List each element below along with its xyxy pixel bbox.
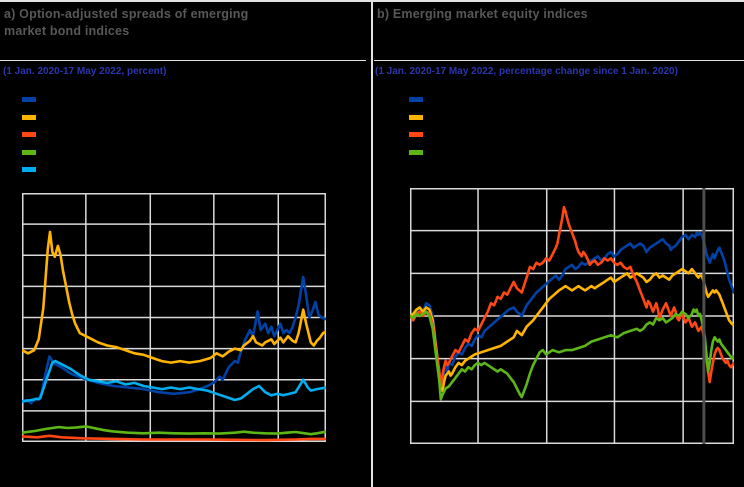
legend-swatch-navy bbox=[409, 97, 423, 102]
series-line-red-orange bbox=[22, 434, 326, 442]
panel-a-legend bbox=[22, 97, 36, 185]
series-line-green bbox=[410, 308, 734, 401]
panel-divider-line bbox=[371, 0, 373, 487]
panel-a-chart bbox=[22, 193, 326, 442]
series-line-green bbox=[22, 425, 326, 436]
legend-item-red-orange bbox=[22, 132, 36, 137]
series-line-gold bbox=[22, 230, 326, 364]
legend-swatch-red-orange bbox=[22, 132, 36, 137]
legend-item-gold bbox=[409, 114, 423, 120]
legend-item-green bbox=[409, 149, 423, 155]
panel-a-title: a) Option-adjusted spreads of emerging m… bbox=[4, 7, 249, 38]
legend-item-cyan bbox=[22, 167, 36, 172]
legend-item-red-orange bbox=[409, 132, 423, 137]
series-line-red-orange bbox=[410, 205, 734, 388]
legend-item-green bbox=[22, 149, 36, 155]
panel-b-subtitle: (1 Jan. 2020-17 May 2022, percentage cha… bbox=[375, 66, 678, 77]
legend-swatch-red-orange bbox=[409, 132, 423, 137]
legend-item-navy bbox=[409, 97, 423, 102]
panel-b-legend bbox=[409, 97, 423, 167]
series-line-navy bbox=[410, 231, 734, 390]
legend-swatch-cyan bbox=[22, 167, 36, 172]
legend-item-gold bbox=[22, 114, 36, 120]
series-line-cyan bbox=[22, 359, 326, 403]
legend-item-navy bbox=[22, 97, 36, 102]
panel-b-title-underline bbox=[374, 60, 744, 61]
panel-b-title: b) Emerging market equity indices bbox=[377, 7, 588, 21]
series-line-navy bbox=[22, 275, 326, 405]
legend-swatch-green bbox=[22, 149, 36, 155]
legend-swatch-green bbox=[409, 149, 423, 155]
legend-swatch-gold bbox=[22, 114, 36, 120]
legend-swatch-navy bbox=[22, 97, 36, 102]
legend-swatch-gold bbox=[409, 114, 423, 120]
panel-a-subtitle: (1 Jan. 2020-17 May 2022, percent) bbox=[3, 66, 167, 77]
panel-b-chart bbox=[410, 188, 734, 444]
panel-a-title-underline bbox=[0, 60, 366, 61]
